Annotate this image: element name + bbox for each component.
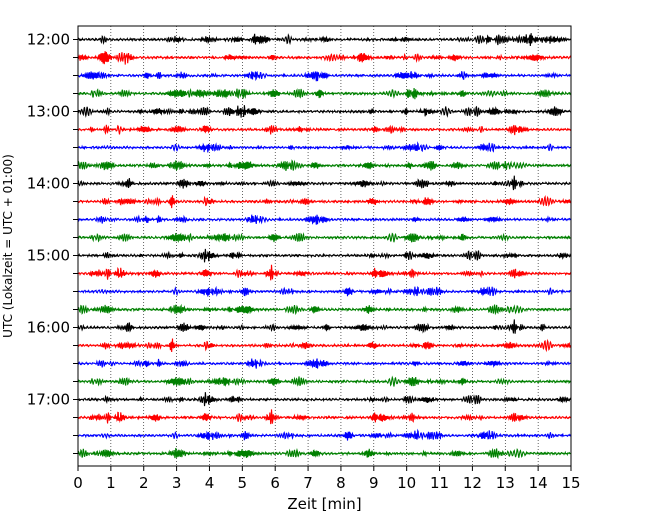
x-tick-label: 14 <box>529 474 548 492</box>
trace-1600 <box>77 319 572 334</box>
y-axis-label: UTC (Lokalzeit = UTC + 01:00) <box>1 154 15 338</box>
y-tick-label: 14:00 <box>27 175 70 193</box>
grid-layer <box>110 26 539 466</box>
x-tick-label: 8 <box>336 474 346 492</box>
x-axis-label: Zeit [min] <box>287 495 361 513</box>
trace-1745 <box>77 447 572 460</box>
x-tick-label: 4 <box>205 474 215 492</box>
trace-1715 <box>77 409 572 425</box>
trace-1330 <box>77 141 572 153</box>
trace-1315 <box>77 124 572 136</box>
trace-1200 <box>77 33 572 47</box>
y-tick-label: 12:00 <box>27 31 70 49</box>
trace-1615 <box>77 338 572 353</box>
trace-1245 <box>77 87 572 100</box>
x-tick-label: 5 <box>238 474 248 492</box>
plot-frame <box>77 25 572 467</box>
trace-1700 <box>77 392 572 407</box>
x-tick-label: 6 <box>270 474 280 492</box>
trace-1530 <box>77 285 572 297</box>
x-tick-label: 11 <box>430 474 449 492</box>
trace-1730 <box>77 428 572 441</box>
x-tick-label: 9 <box>369 474 379 492</box>
trace-1630 <box>77 358 572 369</box>
x-tick-label: 10 <box>397 474 416 492</box>
trace-1645 <box>77 375 572 387</box>
trace-1300 <box>77 105 572 118</box>
y-tick-label: 15:00 <box>27 247 70 265</box>
y-axis-ticks: 12:00 13:00 14:00 15:00 16:00 17:00 <box>27 31 78 454</box>
trace-1445 <box>77 232 572 243</box>
y-tick-label: 16:00 <box>27 319 70 337</box>
trace-1215 <box>77 51 572 65</box>
trace-1345 <box>77 159 572 172</box>
trace-1430 <box>77 214 572 225</box>
trace-1515 <box>77 264 572 281</box>
x-tick-label: 2 <box>139 474 149 492</box>
x-tick-label: 12 <box>463 474 482 492</box>
x-tick-label: 13 <box>496 474 515 492</box>
x-tick-label: 0 <box>73 474 83 492</box>
trace-1415 <box>77 194 572 209</box>
x-tick-label: 7 <box>303 474 313 492</box>
x-tick-label: 1 <box>106 474 116 492</box>
y-tick-label: 13:00 <box>27 103 70 121</box>
trace-1500 <box>77 248 572 263</box>
x-tick-label: 15 <box>561 474 580 492</box>
trace-1545 <box>77 303 572 316</box>
x-tick-label: 3 <box>172 474 182 492</box>
x-axis-ticks: 0 1 2 3 4 5 6 7 8 9 10 11 12 13 14 15 <box>73 466 581 492</box>
y-tick-label: 17:00 <box>27 391 70 409</box>
trace-1400 <box>77 175 572 191</box>
trace-1230 <box>77 70 572 82</box>
trace-layer <box>77 33 572 460</box>
